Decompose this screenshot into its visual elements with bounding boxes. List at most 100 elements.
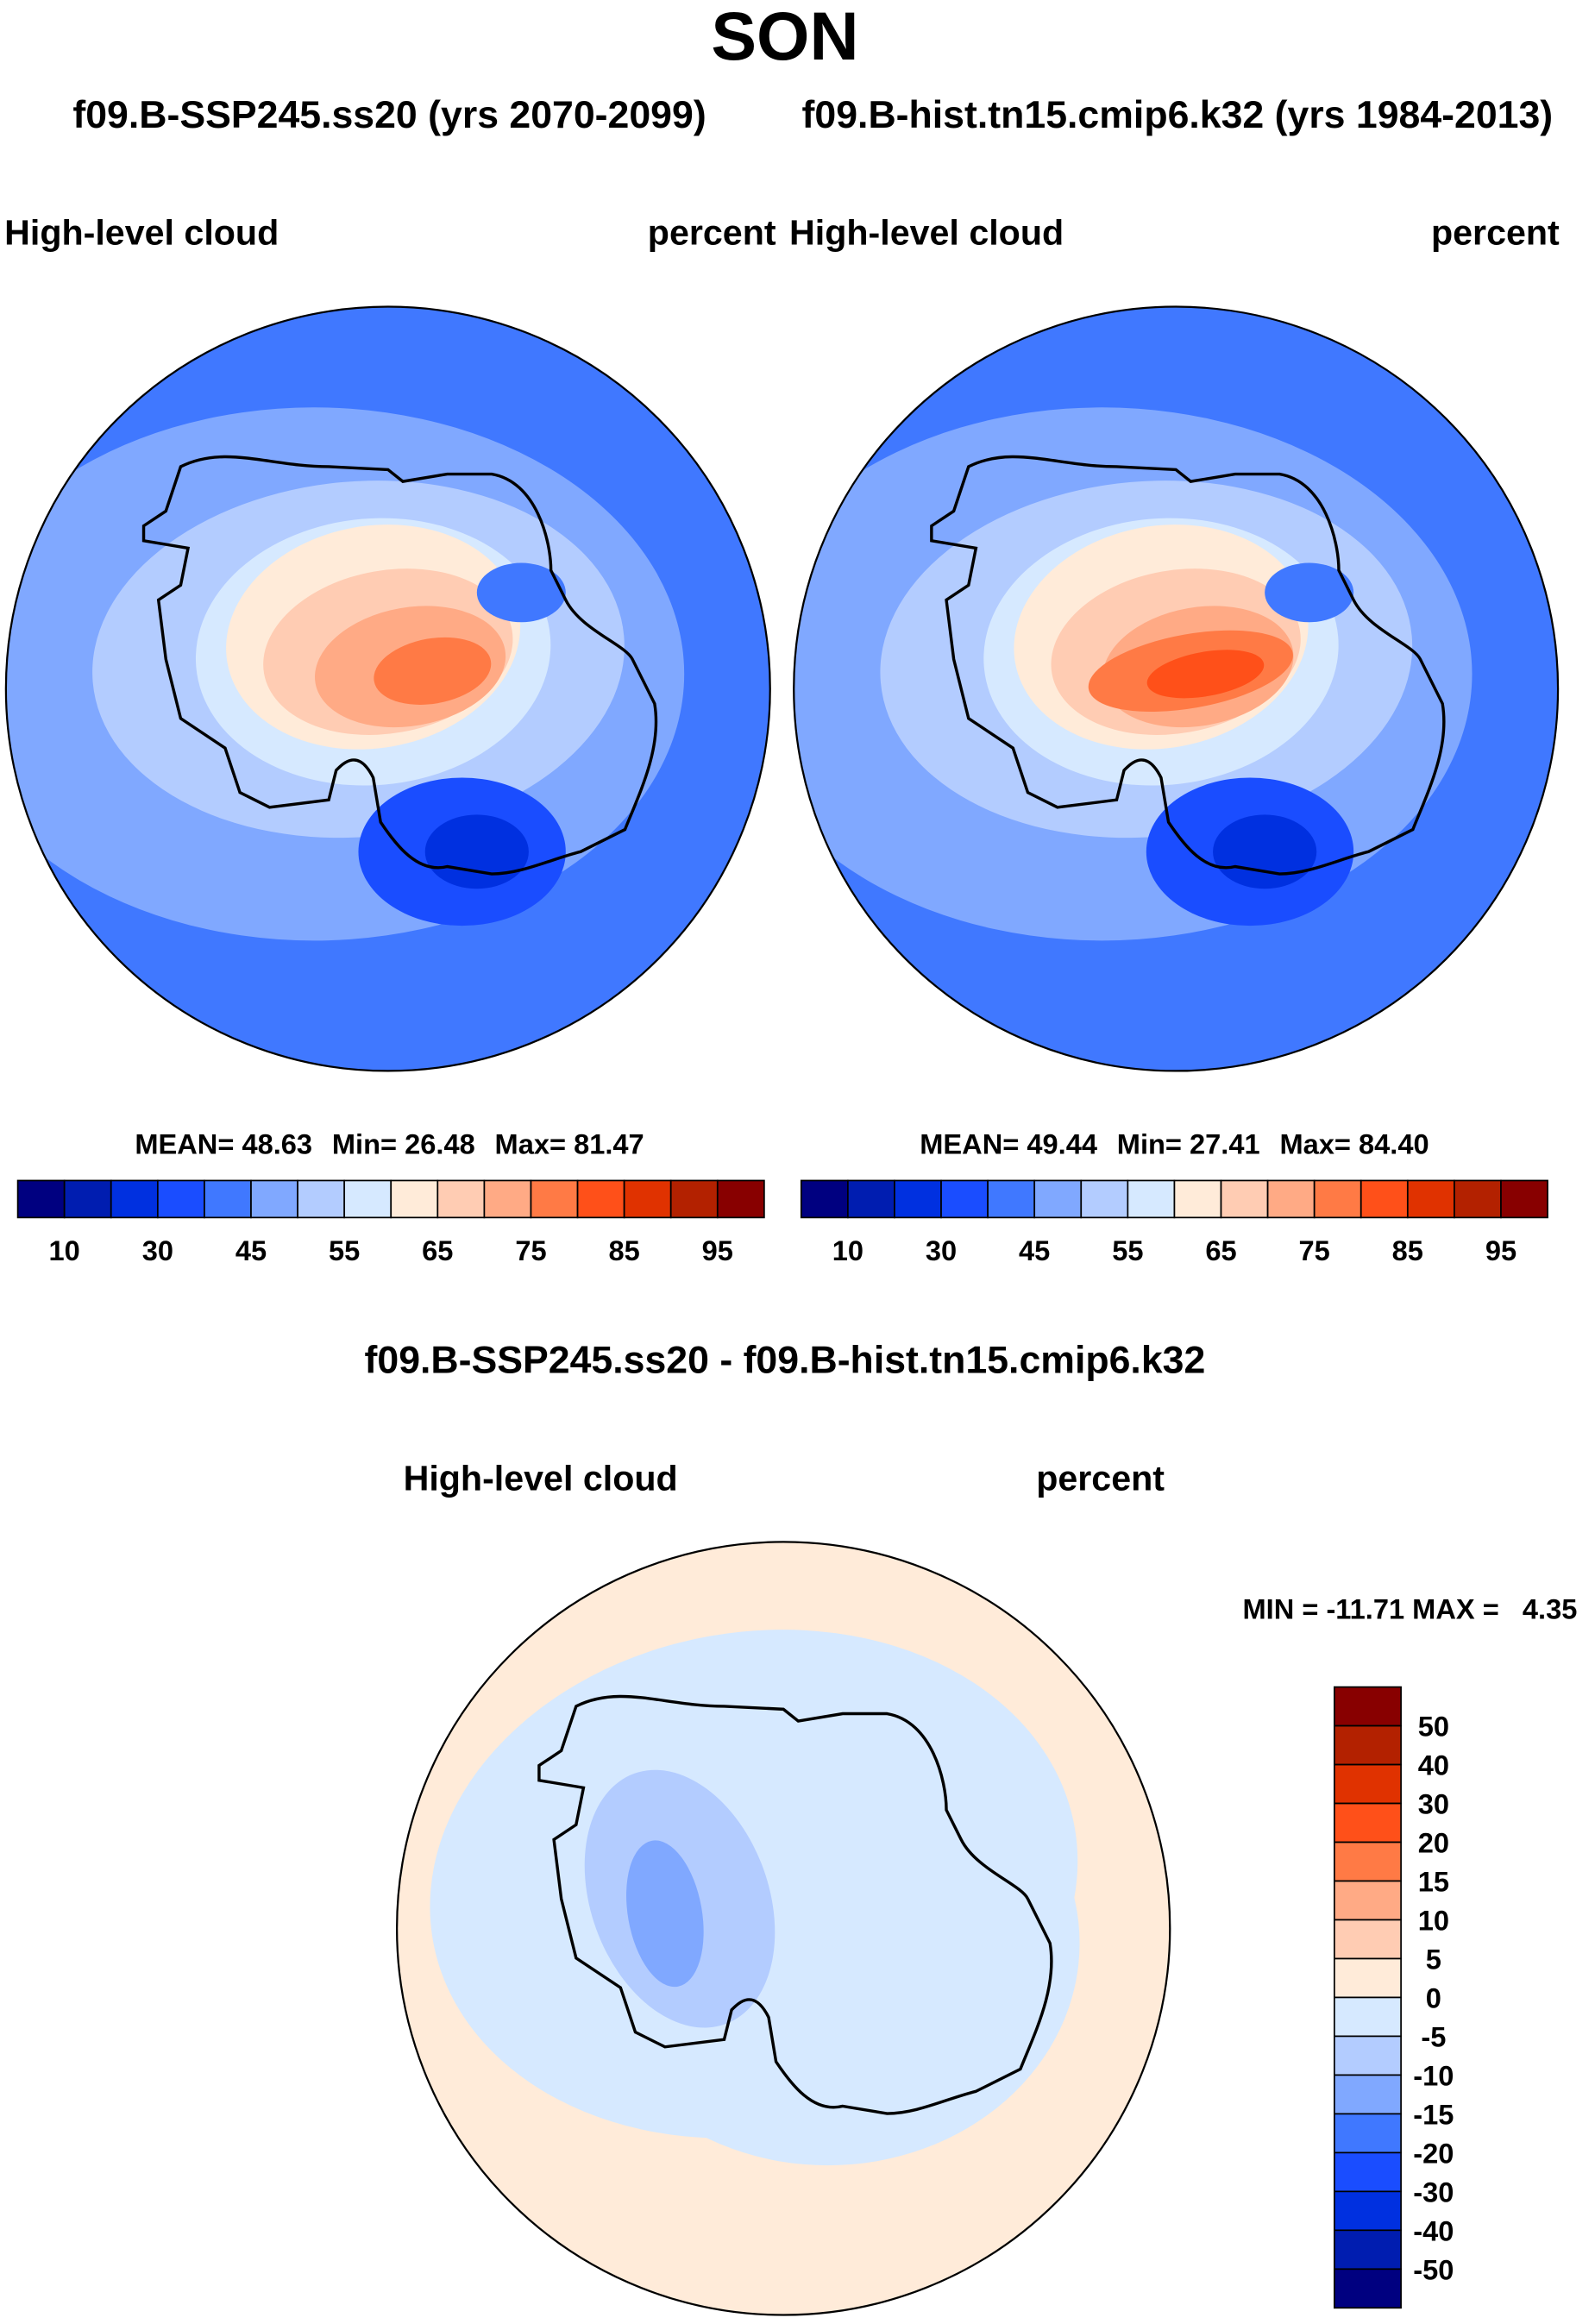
right-colorbar: 10 30 45 55 65 75 85 95 [800,1179,1548,1266]
colorbar-box [716,1179,765,1219]
colorbar-box [987,1179,1036,1219]
colorbar-box [1220,1179,1269,1219]
colorbar-tick-label: 85 [1392,1234,1423,1266]
colorbar-tick-label: 45 [1019,1234,1050,1266]
colorbar-box [1333,2035,1402,2076]
colorbar-tick-label: -10 [1413,2059,1454,2091]
colorbar-box [110,1179,159,1219]
colorbar-box [1313,1179,1362,1219]
colorbar-box [1333,2151,1402,2193]
colorbar-tick-label: 30 [142,1234,173,1266]
colorbar-tick-label: 65 [422,1234,453,1266]
subtitle-left: f09.B-SSP245.ss20 (yrs 2070-2099) [72,94,706,136]
colorbar-tick-label: -50 [1413,2253,1454,2285]
left-colorbar: 10 30 45 55 65 75 85 95 [16,1179,765,1266]
colorbar-tick-label: 85 [608,1234,639,1266]
colorbar-box [63,1179,112,1219]
colorbar-tick-label: -40 [1413,2214,1454,2246]
diff-units-label: percent [1036,1458,1165,1498]
colorbar-tick-label: -15 [1413,2098,1454,2130]
colorbar-tick-label: -5 [1421,2020,1446,2052]
colorbar-box [1333,1880,1402,1921]
colorbar-box [1333,2190,1402,2232]
diff-map [397,1542,1171,2315]
colorbar-box [530,1179,579,1219]
contour-region [1265,562,1354,623]
colorbar-tick-label: -20 [1413,2137,1454,2169]
colorbar-box [894,1179,942,1219]
right-stats: MEAN= 49.44 Min= 27.41 Max= 84.40 [920,1128,1429,1160]
colorbar-box [1127,1179,1176,1219]
colorbar-box [940,1179,989,1219]
colorbar-tick-label: 95 [1485,1234,1517,1266]
colorbar-tick-label: 10 [1418,1905,1449,1937]
left-map [5,306,770,1071]
colorbar-box [1266,1179,1316,1219]
colorbar-tick-label: 10 [49,1234,80,1266]
colorbar-tick-label: 0 [1426,1982,1441,2013]
subtitle-right: f09.B-hist.tn15.cmip6.k32 (yrs 1984-2013… [802,94,1554,136]
colorbar-box [1033,1179,1083,1219]
colorbar-box [669,1179,719,1219]
colorbar-tick-label: 10 [832,1234,863,1266]
colorbar-box [1173,1179,1222,1219]
colorbar-box [156,1179,205,1219]
colorbar-tick-label: 75 [515,1234,546,1266]
colorbar-box [1333,1724,1402,1766]
colorbar-box [1333,1841,1402,1882]
left-units-label: percent [648,212,776,252]
diff-stats: MIN = -11.71 MAX = 4.35 [1243,1593,1578,1625]
contour-region [1213,814,1317,889]
colorbar-tick-label: 55 [329,1234,360,1266]
colorbar-tick-label: 30 [926,1234,957,1266]
colorbar-box [1500,1179,1548,1219]
colorbar-tick-label: 45 [235,1234,267,1266]
colorbar-box [297,1179,346,1219]
colorbar-box [1333,1996,1402,2038]
colorbar-box [576,1179,625,1219]
right-map [794,306,1559,1071]
colorbar-tick-label: 20 [1418,1827,1449,1859]
left-variable-label: High-level cloud [4,212,279,252]
right-variable-label: High-level cloud [789,212,1064,252]
colorbar-box [623,1179,672,1219]
colorbar-box [1333,2268,1402,2309]
colorbar-tick-label: 75 [1299,1234,1330,1266]
contour-region [1146,650,1265,699]
colorbar-tick-label: 5 [1426,1943,1441,1975]
colorbar-box [436,1179,486,1219]
colorbar-box [250,1179,298,1219]
contour-region [626,1840,704,1988]
left-stats: MEAN= 48.63 Min= 26.48 Max= 81.47 [135,1128,644,1160]
colorbar-tick-label: 95 [702,1234,733,1266]
colorbar-box [390,1179,439,1219]
colorbar-box [204,1179,252,1219]
colorbar-box [1333,1957,1402,1999]
diff-title: f09.B-SSP245.ss20 - f09.B-hist.tn15.cmip… [365,1340,1206,1382]
colorbar-box [1333,1919,1402,1960]
colorbar-box [1333,2074,1402,2115]
colorbar-box [343,1179,392,1219]
colorbar-box [1333,1763,1402,1805]
colorbar-box [1080,1179,1129,1219]
contour-region [424,814,529,889]
colorbar-tick-label: 15 [1418,1866,1449,1898]
colorbar-box [847,1179,895,1219]
colorbar-box [1360,1179,1409,1219]
colorbar-box [1333,2113,1402,2154]
colorbar-tick-label: -30 [1413,2176,1454,2208]
colorbar-tick-label: 55 [1112,1234,1143,1266]
figure-title: SON [711,0,858,74]
colorbar-box [1333,2229,1402,2271]
colorbar-box [1454,1179,1502,1219]
colorbar-box [800,1179,849,1219]
colorbar-box [483,1179,532,1219]
right-units-label: percent [1431,212,1560,252]
colorbar-box [1333,1802,1402,1843]
colorbar-box [16,1179,66,1219]
contour-region [374,637,492,705]
colorbar-tick-label: 65 [1205,1234,1236,1266]
colorbar-box [1406,1179,1455,1219]
colorbar-tick-label: 50 [1418,1711,1449,1743]
